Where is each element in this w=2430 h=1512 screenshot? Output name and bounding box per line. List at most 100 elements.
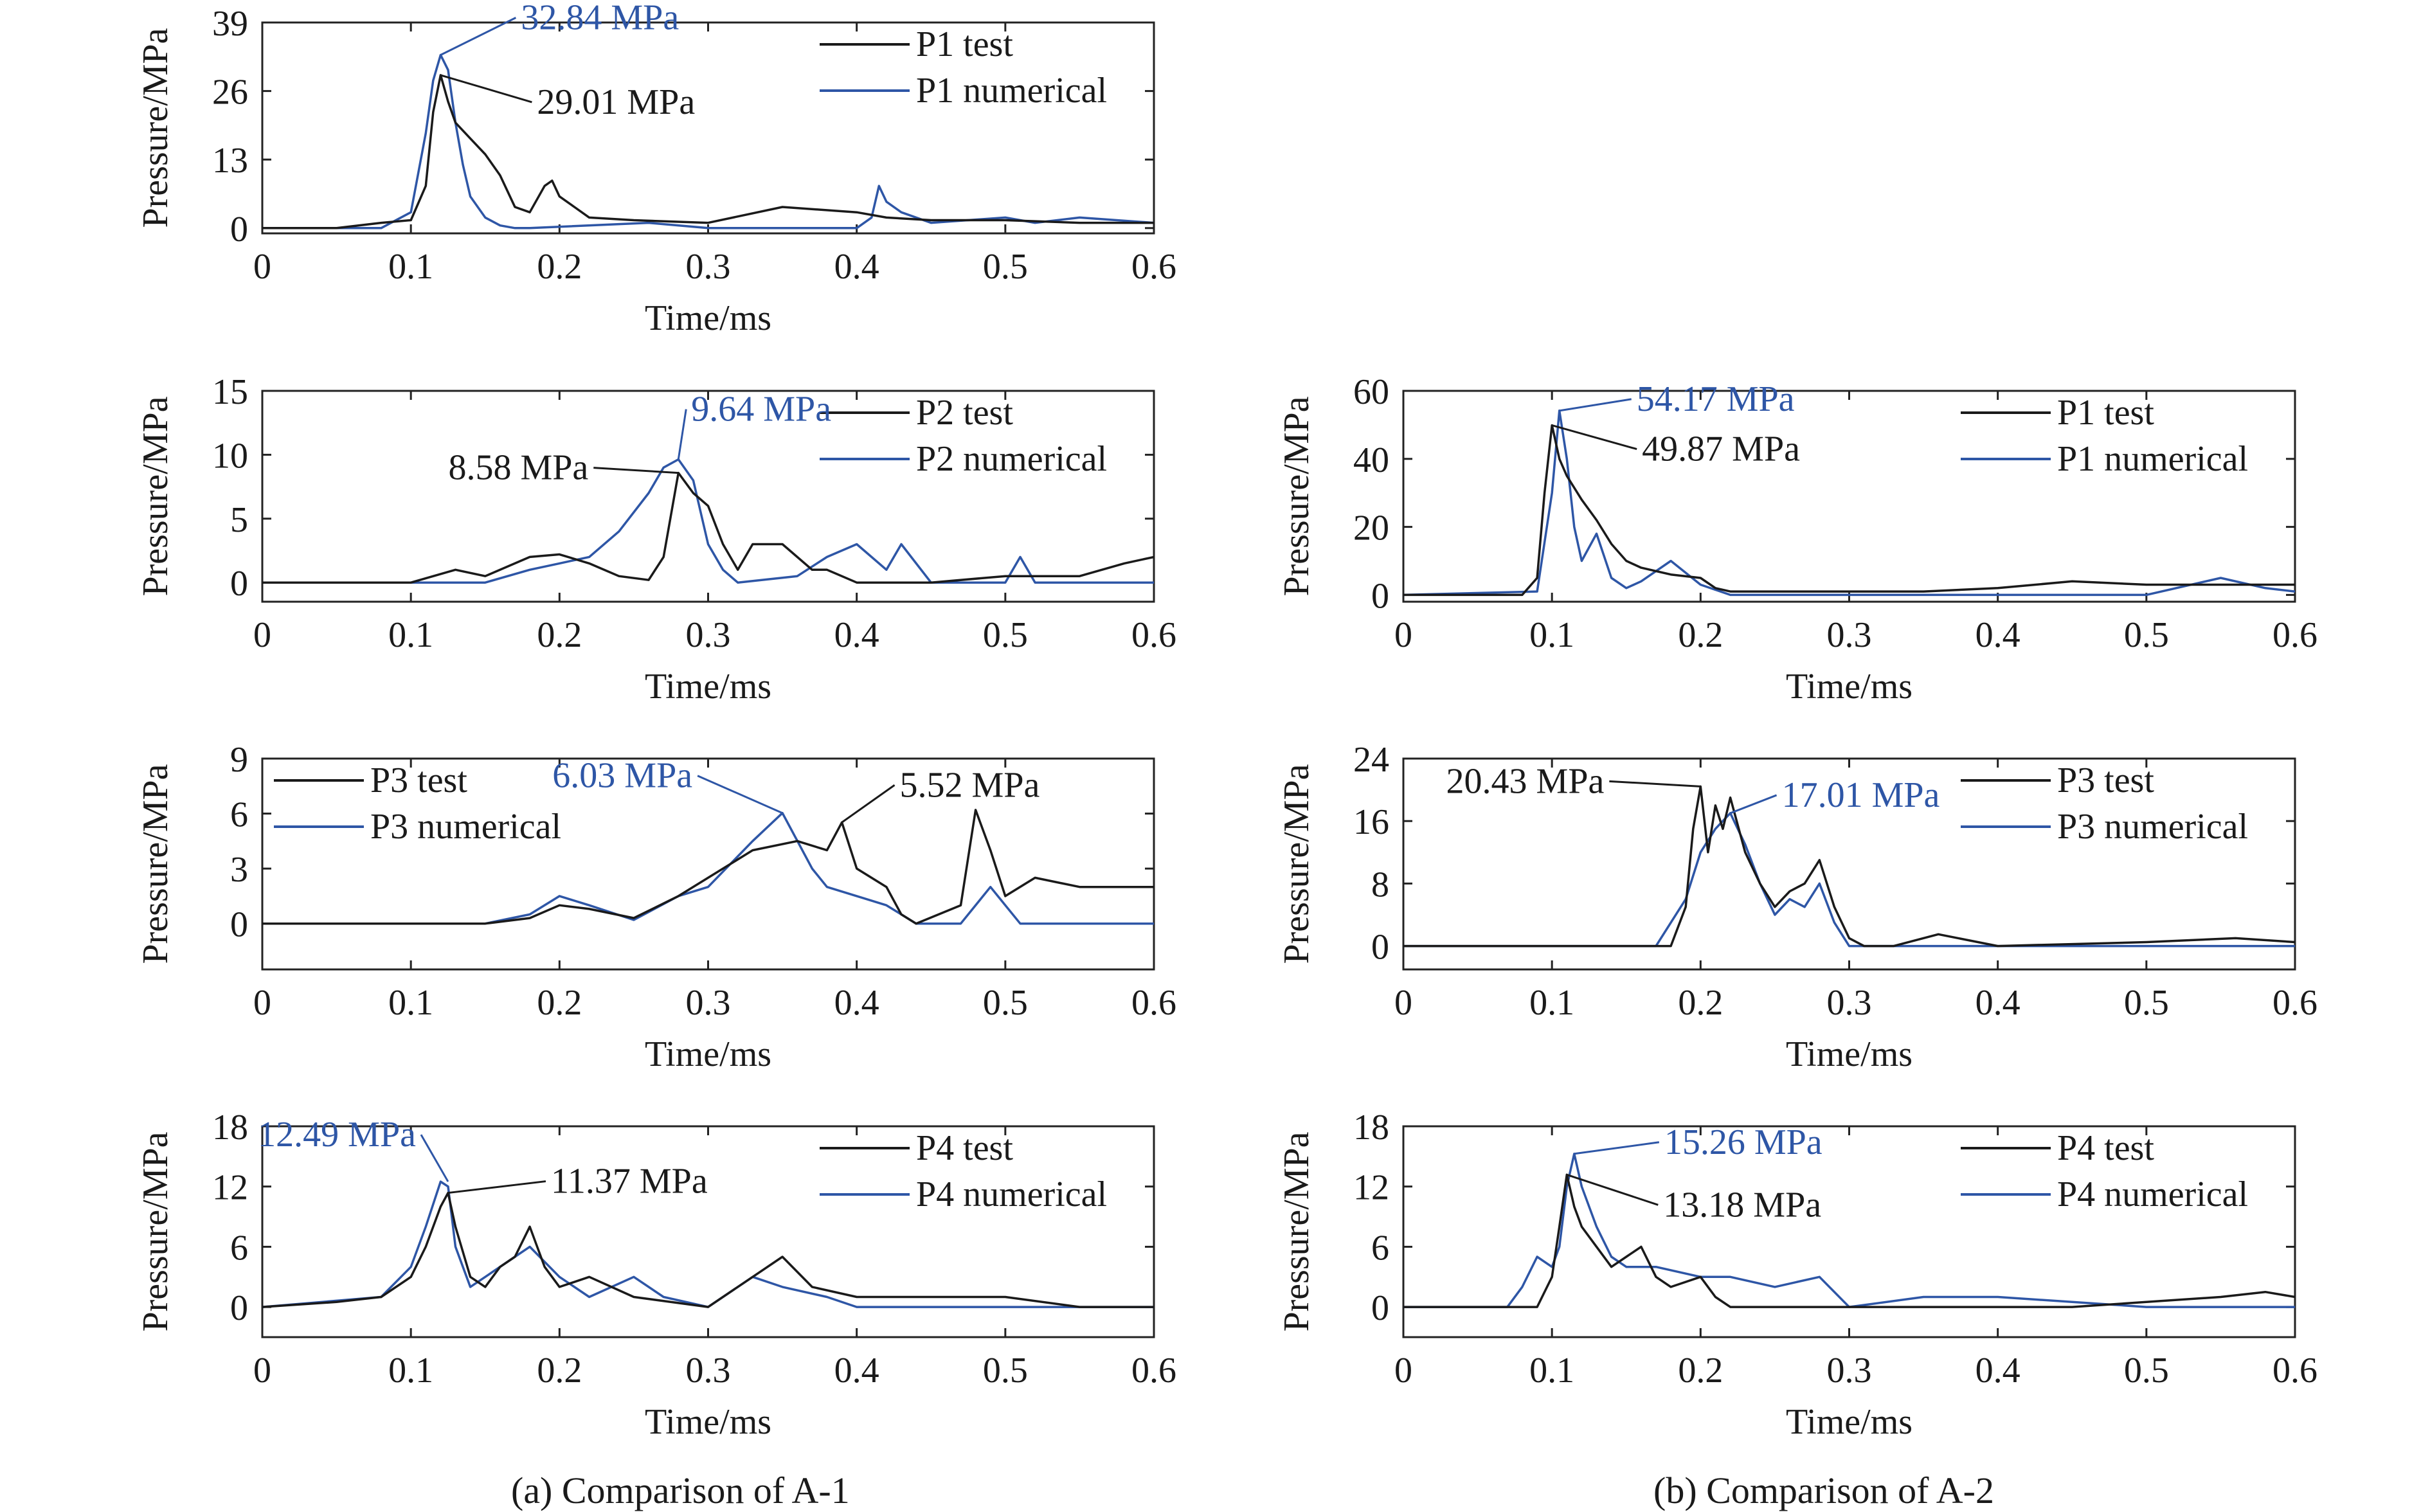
y-tick-label: 24 [1353, 740, 1389, 780]
y-tick-label: 0 [1371, 576, 1389, 616]
legend-label: P4 test [916, 1128, 1013, 1168]
peak-annotation-numerical: 15.26 MPa [1664, 1122, 1823, 1162]
series-line-numerical [1403, 410, 2295, 597]
series-line-numerical [1403, 812, 2295, 948]
y-tick-label: 0 [230, 905, 248, 945]
x-tick-label: 0 [253, 1351, 271, 1390]
y-tick-label: 6 [1371, 1228, 1389, 1268]
x-axis-label: Time/ms [645, 1402, 771, 1442]
x-tick-label: 0.3 [686, 1351, 731, 1390]
legend-label: P3 numerical [2057, 807, 2248, 847]
x-tick-label: 0.6 [2272, 983, 2318, 1023]
x-tick-label: 0.4 [1976, 1351, 2021, 1390]
legend-label: P1 numerical [916, 71, 1107, 111]
peak-annotation-numerical: 17.01 MPa [1782, 775, 1940, 815]
x-tick-label: 0.1 [1529, 615, 1574, 655]
peak-annotation-test: 8.58 MPa [448, 448, 588, 488]
x-axis-label: Time/ms [1786, 1402, 1913, 1442]
y-axis-label: Pressure/MPa [1277, 396, 1317, 596]
x-tick-label: 0.1 [388, 1351, 433, 1390]
legend-label: P2 test [916, 393, 1013, 433]
caption-left: (a) Comparison of A-1 [511, 1470, 850, 1511]
x-axis-label: Time/ms [1786, 1034, 1913, 1074]
peak-annotation-test: 13.18 MPa [1663, 1185, 1821, 1225]
series-line-numerical [262, 458, 1154, 584]
peak-annotation-test: 49.87 MPa [1642, 429, 1800, 469]
x-tick-label: 0.6 [1131, 1351, 1176, 1390]
y-axis-label: Pressure/MPa [1277, 1131, 1317, 1331]
x-tick-label: 0.2 [537, 247, 582, 287]
plot-frame [261, 1125, 1155, 1338]
series-line-test [262, 471, 1154, 584]
peak-annotation-test: 20.43 MPa [1446, 761, 1605, 801]
annotation-leader-numerical [420, 1134, 449, 1182]
x-tick-label: 0.5 [2124, 1351, 2169, 1390]
x-tick-label: 0 [1394, 1351, 1412, 1390]
x-tick-label: 0.4 [834, 615, 879, 655]
y-tick-label: 18 [212, 1108, 248, 1148]
y-tick-label: 6 [230, 1228, 248, 1268]
caption-right: (b) Comparison of A-2 [1653, 1470, 1994, 1511]
x-tick-label: 0.6 [2272, 615, 2318, 655]
y-tick-label: 0 [230, 1288, 248, 1328]
annotation-leader-test [1551, 424, 1637, 451]
x-tick-label: 0.2 [537, 1351, 582, 1390]
annotation-leader-test [1566, 1173, 1659, 1206]
legend-label: P3 test [370, 760, 467, 800]
peak-annotation-test: 29.01 MPa [537, 82, 695, 122]
x-tick-label: 0.2 [1678, 615, 1723, 655]
x-tick-label: 0.5 [2124, 615, 2169, 655]
y-tick-label: 9 [230, 740, 248, 780]
series-line-numerical [262, 1180, 1154, 1308]
x-axis-label: Time/ms [645, 667, 771, 706]
x-tick-label: 0.2 [1678, 983, 1723, 1023]
x-axis-label: Time/ms [645, 298, 771, 338]
peak-annotation-numerical: 32.84 MPa [521, 0, 679, 38]
y-tick-label: 16 [1353, 802, 1389, 842]
annotation-leader-numerical [697, 775, 783, 815]
x-tick-label: 0.6 [1131, 247, 1176, 287]
annotation-leader-test [841, 784, 896, 824]
annotation-leader-numerical [440, 17, 517, 56]
x-tick-label: 0.1 [1529, 1351, 1574, 1390]
x-tick-label: 0.3 [1827, 1351, 1872, 1390]
x-tick-label: 0.1 [388, 615, 433, 655]
chart-a1-p1: 0 0.1 0.2 0.3 0.4 0.5 0.6 0 13 26 39 Time/ms Pressur… [136, 0, 1176, 338]
x-tick-label: 0.5 [2124, 983, 2169, 1023]
legend-label: P1 test [916, 24, 1013, 64]
y-tick-label: 12 [212, 1168, 248, 1208]
y-tick-label: 40 [1353, 440, 1389, 480]
x-tick-label: 0.3 [686, 615, 731, 655]
x-tick-label: 0.1 [1529, 983, 1574, 1023]
x-tick-label: 0 [1394, 983, 1412, 1023]
y-tick-label: 18 [1353, 1108, 1389, 1148]
x-tick-label: 0 [253, 615, 271, 655]
y-tick-label: 5 [230, 500, 248, 540]
x-tick-label: 0.1 [388, 247, 433, 287]
y-tick-label: 15 [212, 372, 248, 412]
annotation-leader-test [593, 467, 679, 474]
y-tick-label: 0 [1371, 1288, 1389, 1328]
x-tick-label: 0.3 [686, 983, 731, 1023]
legend-label: P4 numerical [2057, 1174, 2248, 1214]
x-tick-label: 0.4 [834, 247, 879, 287]
x-tick-label: 0 [253, 247, 271, 287]
peak-annotation-numerical: 6.03 MPa [552, 756, 692, 796]
y-tick-label: 39 [212, 4, 248, 44]
x-tick-label: 0.2 [537, 615, 582, 655]
chart-a1-p4: 0 0.1 0.2 0.3 0.4 0.5 0.6 0 6 12 18 Time/ms Pressure… [136, 1108, 1176, 1442]
y-tick-label: 3 [230, 850, 248, 890]
y-axis-label: Pressure/MPa [136, 764, 176, 964]
y-axis-label: Pressure/MPa [1277, 764, 1317, 964]
y-tick-label: 20 [1353, 509, 1389, 548]
y-tick-label: 60 [1353, 372, 1389, 412]
legend-label: P3 numerical [370, 807, 561, 847]
series-line-numerical [1403, 1153, 2295, 1308]
peak-annotation-test: 5.52 MPa [900, 765, 1040, 805]
peak-annotation-numerical: 9.64 MPa [691, 390, 831, 429]
x-tick-label: 0.4 [834, 1351, 879, 1390]
x-tick-label: 0.3 [1827, 615, 1872, 655]
x-axis-label: Time/ms [645, 1034, 771, 1074]
series-line-test [262, 74, 1154, 230]
